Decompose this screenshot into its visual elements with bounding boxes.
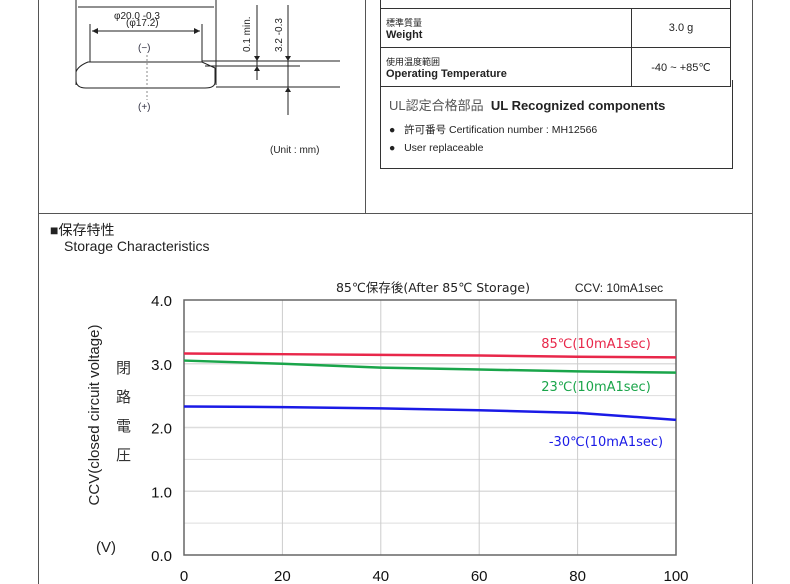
section-title-jp: ■保存特性 <box>50 222 115 238</box>
section-divider <box>38 213 753 214</box>
plot-frame <box>183 299 677 556</box>
y-axis-label-jp: 閉路電圧 <box>114 360 132 476</box>
inner-diameter-label: (φ17.2) <box>126 18 159 29</box>
ul-box: UL認定合格部品 UL Recognized components ● 許可番号… <box>380 80 733 169</box>
y-axis-label: CCV(closed circuit voltage) <box>86 325 103 506</box>
series-line <box>183 405 677 422</box>
bullet-replaceable: ● User replaceable <box>389 142 484 154</box>
series-line <box>183 359 677 374</box>
battery-dimension-drawing <box>75 0 340 115</box>
series-line <box>183 352 677 359</box>
positive-terminal-label: (+) <box>138 102 151 113</box>
series-label: -30℃(10mA1sec) <box>549 435 663 450</box>
spec-row-temperature: 使用温度範囲 Operating Temperature -40 ~ +85℃ <box>380 47 731 87</box>
x-tick-label: 100 <box>663 568 688 584</box>
y-tick-label: 3.0 <box>151 357 172 374</box>
unit-label: (Unit : mm) <box>270 145 320 156</box>
x-tick-label: 0 <box>180 568 188 584</box>
ul-title-en: UL Recognized components <box>490 98 666 113</box>
spec-row-weight: 標準質量 Weight 3.0 g <box>380 8 731 48</box>
spec-table: 標準質量 Weight 3.0 g 使用温度範囲 Operating Temperat… <box>380 0 731 87</box>
outer-diameter-label: φ20.0 -0.3 <box>112 11 162 22</box>
x-tick-label: 80 <box>569 568 586 584</box>
frame-left <box>38 0 39 584</box>
chart-subtitle: CCV: 10mA1sec <box>575 281 663 295</box>
y-tick-label: 2.0 <box>151 421 172 438</box>
chart-title: 85℃保存後(After 85℃ Storage) <box>336 280 530 295</box>
series-label: 23℃(10mA1sec) <box>541 380 651 395</box>
y-tick-label: 1.0 <box>151 484 172 501</box>
section-title-en: Storage Characteristics <box>64 238 210 254</box>
bullet-certification: ● 許可番号 Certification number : MH12566 <box>389 124 598 136</box>
series-label: 85℃(10mA1sec) <box>541 337 651 352</box>
y-tick-label: 4.0 <box>151 293 172 310</box>
y-axis-unit: (V) <box>96 539 116 556</box>
x-tick-label: 40 <box>372 568 389 584</box>
x-tick-label: 60 <box>471 568 488 584</box>
ul-title-jp: UL認定合格部品 <box>389 98 484 113</box>
negative-terminal-label: (−) <box>138 43 151 54</box>
x-tick-label: 20 <box>274 568 291 584</box>
y-tick-label: 0.0 <box>151 548 172 565</box>
frame-right <box>752 0 753 584</box>
column-divider <box>365 0 366 213</box>
